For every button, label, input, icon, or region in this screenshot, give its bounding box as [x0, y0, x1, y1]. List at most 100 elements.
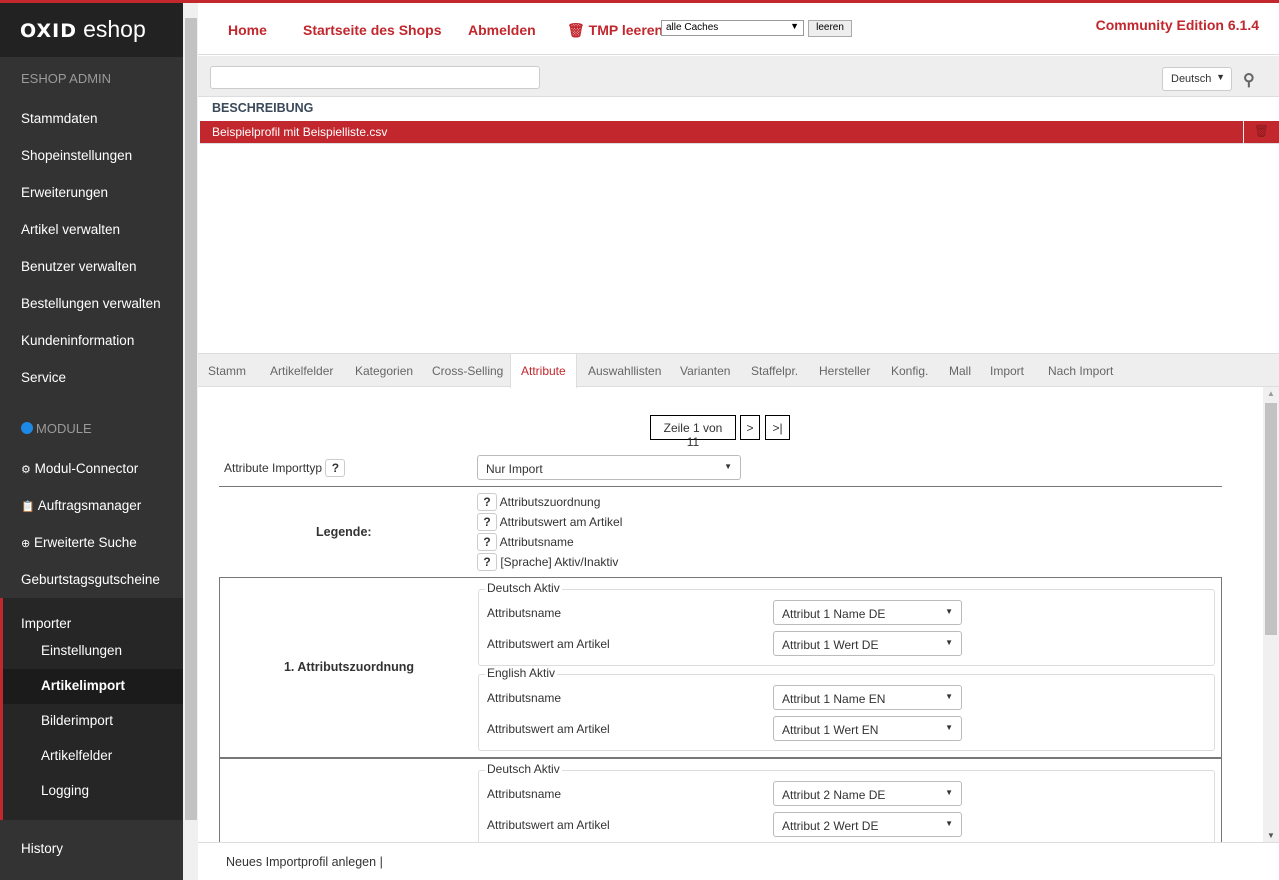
sidebar-item[interactable]: Geburtstagsgutscheine [21, 572, 160, 587]
nav-logout[interactable]: Abmelden [468, 22, 536, 38]
tab[interactable]: Artikelfelder [270, 364, 334, 378]
legend-item-label: Attributsname [499, 535, 574, 549]
scroll-up-icon[interactable]: ▲ [1267, 389, 1275, 398]
sidebar-item[interactable]: ⚙ Modul-Connector [21, 461, 138, 476]
tab[interactable]: Auswahllisten [588, 364, 662, 378]
legend-item-label: Attributswert am Artikel [499, 515, 623, 529]
select-value: Attribut 1 Name EN [782, 692, 886, 706]
module-icon [21, 422, 33, 434]
legend-label: Legende: [316, 525, 372, 539]
sidebar-item[interactable]: Shopeinstellungen [21, 148, 133, 163]
tmp-clear-link[interactable]: 🗑 TMP leeren [567, 22, 663, 39]
scroll-down-icon[interactable]: ▼ [1267, 831, 1275, 840]
attribute-name-select[interactable]: Attribut 1 Name EN [773, 685, 962, 710]
attribute-group: Deutsch Aktiv Attributsname Attribut 2 N… [219, 758, 1222, 842]
chevron-down-icon: ▼ [1216, 72, 1225, 82]
cache-select[interactable]: alle Caches ▼ [661, 20, 804, 36]
content-scrollbar-thumb[interactable] [1265, 403, 1277, 635]
nav-home[interactable]: Home [228, 22, 267, 38]
sidebar-item[interactable]: ⊕ Erweiterte Suche [21, 535, 137, 550]
sidebar-subitem[interactable]: Artikelimport [3, 669, 183, 704]
field-label: Attributsname [487, 787, 562, 801]
tab[interactable]: Nach Import [1048, 364, 1114, 378]
tab[interactable]: Mall [949, 364, 972, 378]
search-input[interactable] [210, 66, 540, 89]
sidebar-subitem[interactable]: Bilderimport [41, 713, 114, 728]
tab[interactable]: Import [990, 364, 1025, 378]
fieldset-legend: Deutsch Aktiv [485, 762, 562, 776]
group-title: 1. Attributszuordnung [283, 659, 415, 674]
help-icon[interactable]: ? [477, 553, 497, 571]
field-label: Attributsname [487, 691, 562, 705]
pagination-label: Zeile 1 von 11 [650, 415, 736, 449]
list-row-selected[interactable]: Beispielprofil mit Beispielliste.csv 🗑 [200, 121, 1279, 144]
delete-icon[interactable]: 🗑 [1243, 121, 1279, 144]
section-eshop-admin: ESHOP ADMIN [21, 71, 112, 86]
tab[interactable]: Varianten [680, 364, 731, 378]
pagination-next[interactable]: > [740, 415, 760, 440]
sidebar-subitem[interactable]: Artikelfelder [41, 748, 113, 763]
import-type-label: Attribute Importtyp ? [224, 459, 346, 477]
import-type-select[interactable]: Nur Import [477, 455, 741, 480]
help-icon[interactable]: ? [477, 493, 497, 511]
sidebar-item-importer[interactable]: Importer [21, 616, 72, 631]
select-value: Attribut 1 Name DE [782, 607, 886, 621]
logo-bold: OXID [20, 20, 77, 42]
content-panel: Zeile 1 von 11 > >| Attribute Importtyp … [198, 387, 1263, 842]
attribute-name-select[interactable]: Attribut 2 Name DE [773, 781, 962, 806]
language-value: Deutsch [1171, 73, 1212, 85]
sidebar-item[interactable]: Erweiterungen [21, 185, 109, 200]
column-header-description[interactable]: BESCHREIBUNG [212, 101, 314, 115]
field-label: Attributsname [487, 606, 562, 620]
nav-shop-start[interactable]: Startseite des Shops [303, 22, 442, 38]
legend-item: ? Attributszuordnung [477, 493, 600, 511]
language-select[interactable]: Deutsch ▼ [1162, 67, 1232, 91]
divider [219, 486, 1222, 487]
sidebar-item[interactable]: Service [21, 370, 67, 385]
section-module-label: MODULE [36, 421, 92, 436]
attribute-name-select[interactable]: Attribut 1 Name DE [773, 600, 962, 625]
tab[interactable]: Konfig. [891, 364, 929, 378]
legend-item: ? Attributsname [477, 533, 574, 551]
separator: | [379, 855, 383, 869]
legend-item: ? [Sprache] Aktiv/Inaktiv [477, 553, 618, 571]
attribute-value-select[interactable]: Attribut 1 Wert DE [773, 631, 962, 656]
legend-item: ? Attributswert am Artikel [477, 513, 622, 531]
pagination-last[interactable]: >| [765, 415, 790, 440]
header: Home Startseite des Shops Abmelden 🗑 TMP… [198, 3, 1279, 55]
attribute-value-select[interactable]: Attribut 2 Wert DE [773, 812, 962, 837]
sidebar-subitem[interactable]: Einstellungen [41, 643, 123, 658]
attribute-value-select[interactable]: Attribut 1 Wert EN [773, 716, 962, 741]
help-icon[interactable]: ? [477, 533, 497, 551]
fieldset: Deutsch Aktiv Attributsname Attribut 2 N… [478, 762, 1215, 842]
sidebar-item[interactable]: Bestellungen verwalten [21, 296, 161, 311]
tab[interactable]: Staffelpr. [751, 364, 799, 378]
clear-cache-button[interactable]: leeren [808, 20, 852, 37]
field-label: Attributswert am Artikel [487, 722, 610, 736]
search-icon[interactable]: ⚲ [1243, 72, 1255, 89]
sidebar-item-label: Auftragsmanager [37, 498, 142, 513]
fieldset: Deutsch Aktiv Attributsname Attribut 1 N… [478, 581, 1215, 666]
tab[interactable]: Cross-Selling [432, 364, 504, 378]
logo[interactable]: OXID eshop [0, 0, 183, 57]
footer: Neues Importprofil anlegen | [198, 842, 1279, 880]
sidebar-item-history[interactable]: History [21, 841, 64, 856]
sidebar-item-label: Modul-Connector [34, 461, 139, 476]
tab-bar: Stamm Artikelfelder Kategorien Cross-Sellin… [198, 353, 1279, 388]
edition-label: Community Edition 6.1.4 [1095, 17, 1259, 33]
importer-menu: Importer Einstellungen Artikelimport Bilde… [0, 598, 183, 820]
help-icon[interactable]: ? [477, 513, 497, 531]
sidebar-item[interactable]: Kundeninformation [21, 333, 135, 348]
tab[interactable]: Hersteller [819, 364, 871, 378]
tab[interactable]: Attribute [510, 354, 577, 388]
sidebar-item[interactable]: 📋 Auftragsmanager [21, 498, 141, 513]
sidebar-item[interactable]: Stammdaten [21, 111, 98, 126]
sidebar-item[interactable]: Artikel verwalten [21, 222, 121, 237]
help-icon[interactable]: ? [325, 459, 346, 477]
tab[interactable]: Stamm [208, 364, 247, 378]
sidebar-scrollbar-thumb[interactable] [185, 18, 197, 820]
sidebar-subitem[interactable]: Logging [41, 783, 90, 798]
tab[interactable]: Kategorien [355, 364, 414, 378]
new-import-profile-link[interactable]: Neues Importprofil anlegen [226, 855, 377, 869]
sidebar-item[interactable]: Benutzer verwalten [21, 259, 137, 274]
